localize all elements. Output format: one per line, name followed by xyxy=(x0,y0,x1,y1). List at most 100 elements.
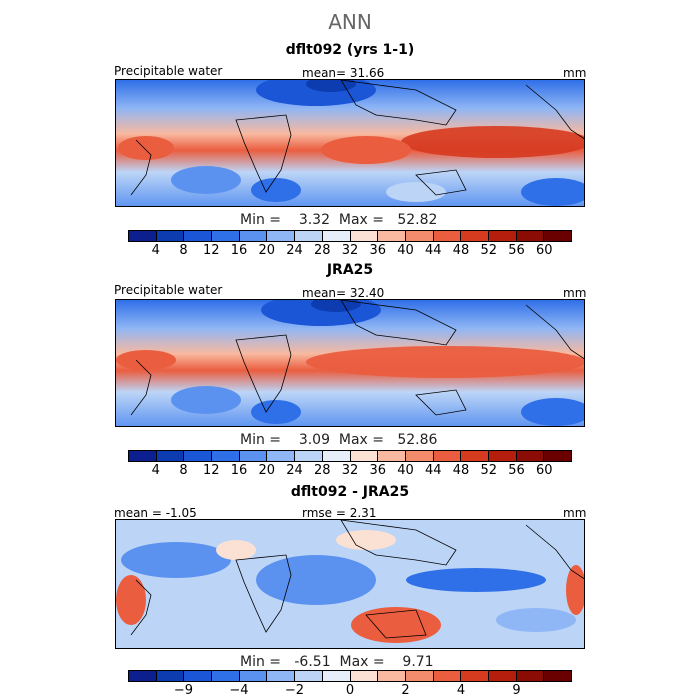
colorbar-tick-label: 2 xyxy=(401,683,410,698)
colorbar-tick-label: 24 xyxy=(286,463,303,478)
colorbar-tick-label: 48 xyxy=(452,463,470,478)
panel-3-unit-label: mm xyxy=(563,506,587,520)
colorbar-tick-label: 28 xyxy=(313,463,331,478)
colorbar-segment xyxy=(129,231,156,241)
colorbar-segment xyxy=(543,451,571,461)
colorbar-segment xyxy=(432,231,461,241)
colorbar-segment xyxy=(487,671,516,681)
colorbar-segment xyxy=(349,451,378,461)
colorbar-tick-label: 56 xyxy=(508,463,525,478)
panel-2-variable-label: Precipitable water xyxy=(114,283,223,297)
colorbar-tick-label: 4 xyxy=(151,463,160,478)
colorbar-segment xyxy=(238,231,267,241)
colorbar-segment xyxy=(129,671,156,681)
colorbar-tick-label: −2 xyxy=(284,683,305,698)
panel-1-map xyxy=(115,79,585,207)
panel-3-min-max: Min = -6.51 Max = 9.71 xyxy=(240,654,434,670)
panel-2-title: JRA25 xyxy=(326,262,374,278)
panel-2-unit-label: mm xyxy=(563,286,587,300)
colorbar-tick-label: 32 xyxy=(341,463,359,478)
colorbar-segment xyxy=(349,231,378,241)
colorbar-tick-label: 56 xyxy=(508,243,525,258)
panel-2-min-max: Min = 3.09 Max = 52.86 xyxy=(240,432,438,448)
colorbar-segment xyxy=(404,231,433,241)
colorbar-segment xyxy=(294,231,322,241)
colorbar-tick-label: 44 xyxy=(424,463,442,478)
colorbar-segment xyxy=(129,451,156,461)
colorbar-tick-label: 4 xyxy=(151,243,160,258)
colorbar-segment xyxy=(266,451,295,461)
colorbar-tick-label: 60 xyxy=(535,243,553,258)
colorbar-segment xyxy=(211,671,239,681)
colorbar-segment xyxy=(266,671,295,681)
colorbar-segment xyxy=(211,451,239,461)
colorbar-tick-label: −4 xyxy=(229,683,249,698)
figure-title: ANN xyxy=(328,10,372,34)
colorbar-segment xyxy=(460,231,488,241)
colorbar-segment xyxy=(404,451,433,461)
colorbar-tick-label: 36 xyxy=(369,463,387,478)
colorbar-segment xyxy=(487,231,516,241)
colorbar-tick-label: 0 xyxy=(345,683,355,698)
colorbar-segment xyxy=(543,231,571,241)
panel-1-min-max: Min = 3.32 Max = 52.82 xyxy=(240,212,438,228)
colorbar-tick-label: 32 xyxy=(341,243,359,258)
panel-2-mean-label: mean= 32.40 xyxy=(302,286,385,300)
panel-1-unit-label: mm xyxy=(563,66,587,80)
colorbar-tick-label: 44 xyxy=(424,243,442,258)
colorbar-tick-label: 12 xyxy=(202,463,220,478)
colorbar-tick-label: 36 xyxy=(369,243,387,258)
colorbar-strip xyxy=(128,450,572,462)
colorbar-tick-label: −9 xyxy=(173,683,194,698)
colorbar-strip xyxy=(128,230,572,242)
colorbar-segment xyxy=(515,231,544,241)
panel-1-mean-label: mean= 31.66 xyxy=(302,66,385,80)
colorbar-segment xyxy=(155,451,184,461)
colorbar-tick-label: 8 xyxy=(179,463,188,478)
colorbar-tick-label: 20 xyxy=(258,463,276,478)
panel-1-title: dflt092 (yrs 1-1) xyxy=(285,42,415,58)
colorbar-segment xyxy=(321,451,350,461)
panel-3-colorbar: −9 −4 −2 0 2 4 9 xyxy=(128,670,572,700)
colorbar-tick-label: 52 xyxy=(480,243,498,258)
colorbar-segment xyxy=(321,231,350,241)
colorbar-segment xyxy=(183,451,212,461)
colorbar-tick-label: 24 xyxy=(286,243,303,258)
panel-3-map xyxy=(115,519,585,649)
colorbar-tick-label: 60 xyxy=(535,463,553,478)
panel-2-map xyxy=(115,299,585,427)
colorbar-tick-label: 48 xyxy=(452,243,470,258)
colorbar-segment xyxy=(377,671,405,681)
colorbar-tick-label: 4 xyxy=(456,683,466,698)
colorbar-segment xyxy=(487,451,516,461)
colorbar-tick-label: 8 xyxy=(179,243,188,258)
panel-2-colorbar: 4 8 12 16 20 24 28 32 36 40 44 48 52 56 60 xyxy=(128,450,572,480)
colorbar-tick-label: 16 xyxy=(230,243,248,258)
colorbar-segment xyxy=(321,671,350,681)
colorbar-segment xyxy=(238,451,267,461)
colorbar-segment xyxy=(155,231,184,241)
colorbar-segment xyxy=(460,451,488,461)
colorbar-segment xyxy=(349,671,378,681)
colorbar-tick-label: 28 xyxy=(313,243,331,258)
panel-1-variable-label: Precipitable water xyxy=(114,64,223,78)
colorbar-tick-label: 12 xyxy=(202,243,220,258)
colorbar-segment xyxy=(404,671,433,681)
colorbar-segment xyxy=(266,231,295,241)
colorbar-segment xyxy=(515,451,544,461)
colorbar-segment xyxy=(294,451,322,461)
colorbar-segment xyxy=(211,231,239,241)
panel-3-title: dflt092 - JRA25 xyxy=(290,484,410,500)
colorbar-segment xyxy=(432,451,461,461)
panel-3-mean-label: mean = -1.05 xyxy=(114,506,197,520)
colorbar-tick-label: 40 xyxy=(397,243,414,258)
colorbar-segment xyxy=(238,671,267,681)
colorbar-tick-label: 52 xyxy=(480,463,498,478)
colorbar-segment xyxy=(432,671,461,681)
colorbar-segment xyxy=(155,671,184,681)
colorbar-segment xyxy=(377,451,405,461)
colorbar-segment xyxy=(294,671,322,681)
colorbar-segment xyxy=(515,671,544,681)
panel-3-rmse-label: rmse = 2.31 xyxy=(302,506,377,520)
colorbar-tick-label: 20 xyxy=(258,243,276,258)
